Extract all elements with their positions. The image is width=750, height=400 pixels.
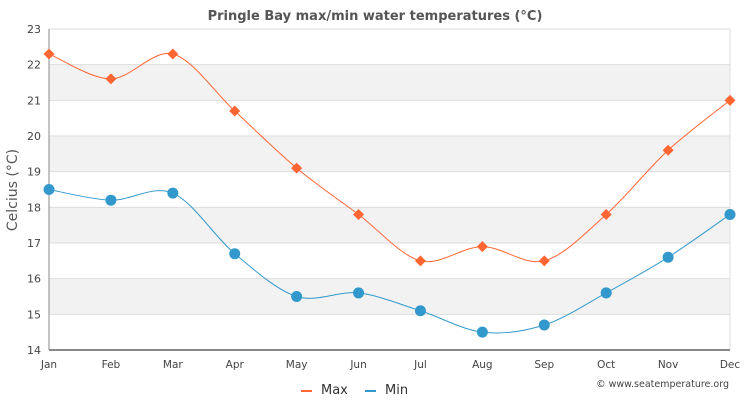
data-point-max: [724, 94, 736, 106]
legend-label-max: Max: [321, 383, 348, 398]
data-point-max: [476, 241, 488, 253]
data-point-min: [291, 291, 303, 302]
x-tick-label: Sep: [534, 359, 554, 371]
data-point-max: [43, 48, 55, 60]
data-point-max: [414, 255, 426, 267]
data-point-min: [724, 208, 736, 220]
data-point-min: [43, 184, 55, 195]
y-tick-label: 22: [27, 59, 41, 72]
x-tick-label: Feb: [102, 359, 121, 371]
chart-title: Pringle Bay max/min water temperatures (…: [208, 9, 543, 24]
data-point-max: [229, 105, 241, 117]
data-point-max: [167, 48, 179, 60]
x-ticks: Jan Feb Mar Apr May Jun Jul Aug Sep Oct Nov Dec: [40, 359, 740, 371]
data-point-max: [538, 255, 550, 267]
x-tick-label: Nov: [658, 359, 679, 371]
plot-band: [49, 64, 730, 101]
data-point-min: [167, 187, 179, 199]
y-tick-label: 17: [27, 237, 41, 250]
plot-band: [49, 278, 730, 315]
data-point-min: [600, 287, 612, 299]
y-tick-label: 20: [27, 130, 41, 143]
series: [43, 48, 736, 338]
y-tick-label: 23: [27, 23, 41, 36]
data-point-min: [353, 287, 365, 299]
data-point-min: [229, 248, 241, 260]
legend-label-min: Min: [385, 383, 408, 398]
x-tick-label: Jan: [40, 359, 57, 371]
x-tick-label: May: [286, 359, 308, 371]
y-ticks: 14 15 16 17 18 19 20 21 22 23: [27, 23, 41, 357]
data-point-min: [662, 251, 674, 263]
data-point-min: [414, 305, 426, 317]
y-axis-label: Celcius (°C): [5, 149, 21, 231]
series-max: [43, 48, 736, 267]
data-point-max: [291, 162, 303, 174]
data-point-min: [105, 194, 117, 206]
data-point-max: [353, 208, 365, 220]
x-tick-label: Aug: [472, 359, 493, 371]
x-tick-label: Mar: [163, 359, 183, 371]
legend: Max Min: [301, 383, 408, 398]
data-point-max: [105, 73, 117, 85]
y-tick-label: 19: [27, 166, 41, 179]
data-point-max: [600, 208, 612, 220]
y-tick-label: 14: [27, 344, 41, 357]
y-tick-label: 21: [27, 94, 41, 107]
data-point-min: [538, 319, 550, 331]
series-min: [43, 184, 736, 338]
y-tick-label: 15: [27, 308, 41, 321]
credit: © www.seatemperature.org: [596, 379, 729, 390]
x-tick-label: Dec: [720, 359, 741, 371]
y-tick-label: 18: [27, 201, 41, 214]
x-tick-label: Jun: [349, 359, 366, 371]
plot-bands: [49, 64, 730, 315]
plot-band: [49, 136, 730, 172]
x-tick-label: Oct: [597, 359, 615, 371]
grid-lines: [49, 28, 730, 351]
data-point-min: [476, 326, 488, 338]
x-tick-label: Jul: [413, 359, 427, 371]
x-tick-label: Apr: [226, 359, 245, 371]
data-point-max: [662, 144, 674, 156]
plot-band: [49, 207, 730, 243]
y-tick-label: 16: [27, 273, 41, 286]
